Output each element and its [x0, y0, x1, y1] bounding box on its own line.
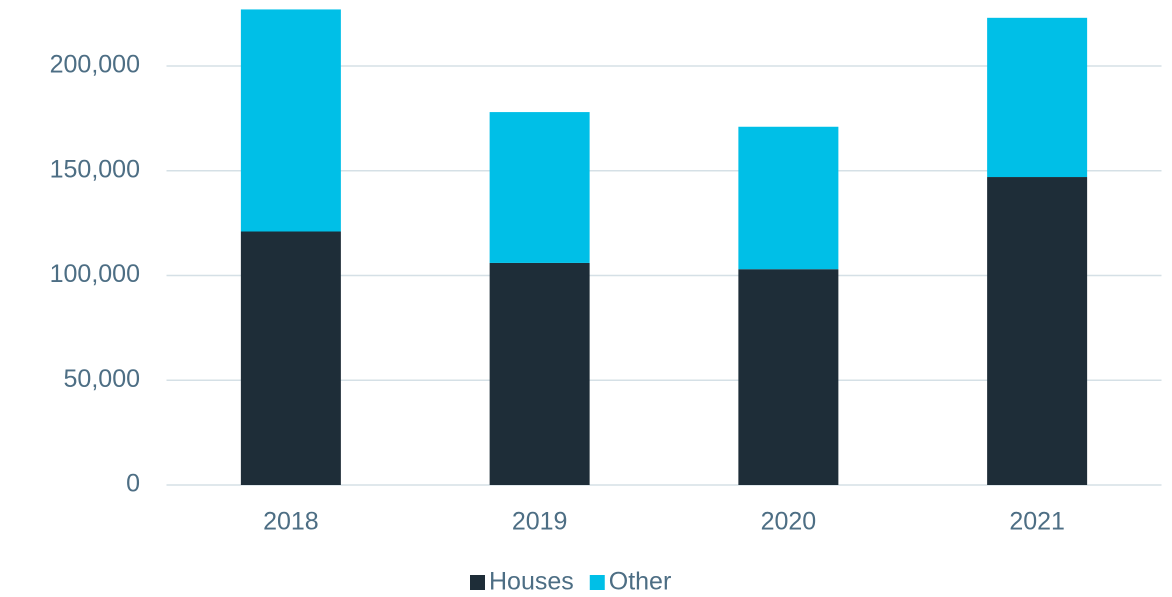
x-tick-label: 2019: [512, 508, 568, 536]
bar-segment: [489, 262, 590, 485]
legend-label: Houses: [489, 568, 574, 596]
bar-segment: [987, 17, 1088, 178]
legend-label: Other: [609, 568, 672, 596]
x-tick-label: 2021: [1009, 508, 1065, 536]
y-tick-label: 200,000: [50, 51, 140, 79]
legend-swatch: [589, 575, 605, 590]
y-tick-label: 100,000: [50, 260, 140, 288]
y-tick-label: 150,000: [50, 155, 140, 183]
legend-swatch: [470, 575, 485, 590]
bar-segment: [489, 112, 590, 263]
x-tick-label: 2020: [761, 508, 817, 536]
bar-segment: [738, 126, 839, 270]
bar-segment: [240, 231, 341, 485]
bar-segment: [738, 269, 839, 485]
bar-segment: [987, 177, 1088, 485]
y-tick-label: 0: [126, 470, 140, 498]
bar-segment: [240, 9, 341, 232]
x-tick-label: 2018: [263, 508, 319, 536]
y-tick-label: 50,000: [64, 365, 140, 393]
